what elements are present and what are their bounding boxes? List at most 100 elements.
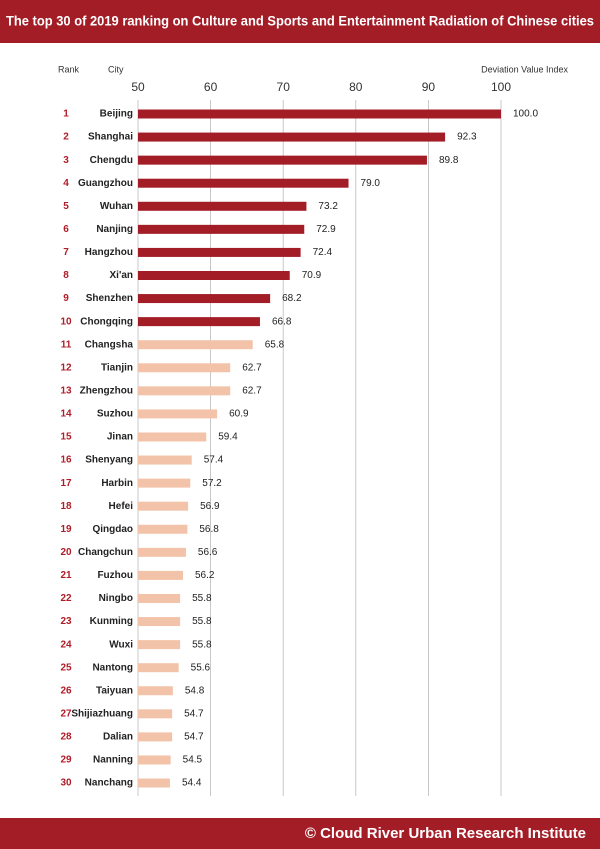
rank-label: 9 [63, 293, 69, 304]
value-label: 54.7 [184, 732, 204, 743]
rank-label: 6 [63, 224, 69, 235]
city-label: Zhengzhou [80, 385, 133, 396]
bar [138, 132, 446, 142]
bar [138, 201, 307, 211]
value-label: 73.2 [318, 201, 338, 212]
chart-title: The top 30 of 2019 ranking on Culture an… [6, 13, 594, 29]
value-label: 54.4 [182, 778, 202, 789]
rank-label: 10 [60, 316, 72, 327]
city-label: Hefei [109, 501, 134, 512]
value-label: 57.4 [204, 455, 224, 466]
city-label: Shenyang [85, 455, 133, 466]
bar [138, 778, 170, 788]
value-label: 70.9 [302, 270, 322, 281]
city-label: Suzhou [97, 409, 133, 420]
bar [138, 224, 305, 234]
value-label: 55.8 [192, 593, 212, 604]
value-label: 79.0 [361, 178, 381, 189]
city-label: Changsha [85, 339, 134, 350]
bar [138, 755, 171, 765]
city-label: Shenzhen [86, 293, 133, 304]
bar [138, 247, 301, 257]
rank-label: 13 [60, 385, 72, 396]
rank-label: 22 [60, 593, 72, 604]
bar [138, 340, 253, 350]
rank-label: 24 [60, 639, 72, 650]
bar [138, 432, 207, 442]
city-label: Nanchang [85, 778, 133, 789]
city-label: Nanjing [96, 224, 133, 235]
value-label: 54.5 [183, 755, 203, 766]
bar [138, 640, 181, 650]
bar [138, 524, 188, 534]
city-header: City [108, 64, 124, 74]
value-label: 57.2 [202, 478, 222, 489]
rank-label: 20 [60, 547, 72, 558]
city-label: Hangzhou [85, 247, 133, 258]
bar [138, 386, 231, 396]
value-label: 65.8 [265, 339, 285, 350]
value-label: 55.6 [191, 662, 211, 673]
city-label: Wuxi [109, 639, 133, 650]
city-label: Qingdao [92, 524, 133, 535]
value-label: 59.4 [218, 432, 238, 443]
rank-label: 14 [60, 409, 72, 420]
rank-label: 18 [60, 501, 72, 512]
city-label: Taiyuan [96, 685, 133, 696]
bar [138, 570, 184, 580]
value-label: 56.6 [198, 547, 218, 558]
value-label: 89.8 [439, 155, 459, 166]
rank-label: 23 [60, 616, 72, 627]
x-tick-label: 100 [491, 80, 511, 94]
bar [138, 178, 349, 188]
bar [138, 501, 189, 511]
bar [138, 317, 260, 327]
bar [138, 593, 181, 603]
bar [138, 663, 179, 673]
value-label: 60.9 [229, 409, 249, 420]
city-label: Harbin [101, 478, 133, 489]
city-label: Dalian [103, 732, 133, 743]
rank-header: Rank [58, 64, 80, 74]
x-tick-label: 60 [204, 80, 218, 94]
value-label: 54.8 [185, 685, 205, 696]
plot-area: 50 60 70 80 90 100 1 Beijing 100.0 2 Shanghai 92.3 3… [60, 80, 538, 796]
rank-label: 5 [63, 201, 69, 212]
value-label: 62.7 [242, 362, 262, 373]
city-label: Xi'an [110, 270, 134, 281]
bar [138, 547, 186, 557]
bar [138, 686, 173, 696]
city-label: Kunming [90, 616, 133, 627]
rank-label: 4 [63, 178, 69, 189]
bar [138, 478, 191, 488]
x-tick-label: 90 [422, 80, 436, 94]
bar [138, 363, 231, 373]
bar [138, 409, 218, 419]
city-label: Changchun [78, 547, 133, 558]
value-label: 56.8 [199, 524, 219, 535]
value-label: 55.8 [192, 639, 212, 650]
city-label: Ningbo [99, 593, 133, 604]
bar [138, 455, 192, 465]
bar [138, 732, 173, 742]
city-label: Shijiazhuang [71, 708, 133, 719]
rank-label: 12 [60, 362, 72, 373]
rank-label: 30 [60, 778, 72, 789]
bar [138, 109, 501, 119]
footer-bar [0, 818, 600, 849]
rank-label: 27 [60, 708, 72, 719]
rank-label: 7 [63, 247, 69, 258]
rank-label: 15 [60, 432, 72, 443]
rank-label: 11 [61, 339, 72, 350]
value-label: 55.8 [192, 616, 212, 627]
city-label: Wuhan [100, 201, 133, 212]
value-label: 68.2 [282, 293, 302, 304]
city-label: Guangzhou [78, 178, 133, 189]
x-tick-label: 50 [131, 80, 145, 94]
rank-label: 29 [60, 755, 72, 766]
rank-label: 25 [60, 662, 72, 673]
value-label: 66.8 [272, 316, 292, 327]
city-label: Shanghai [88, 132, 133, 143]
rank-label: 3 [63, 155, 69, 166]
